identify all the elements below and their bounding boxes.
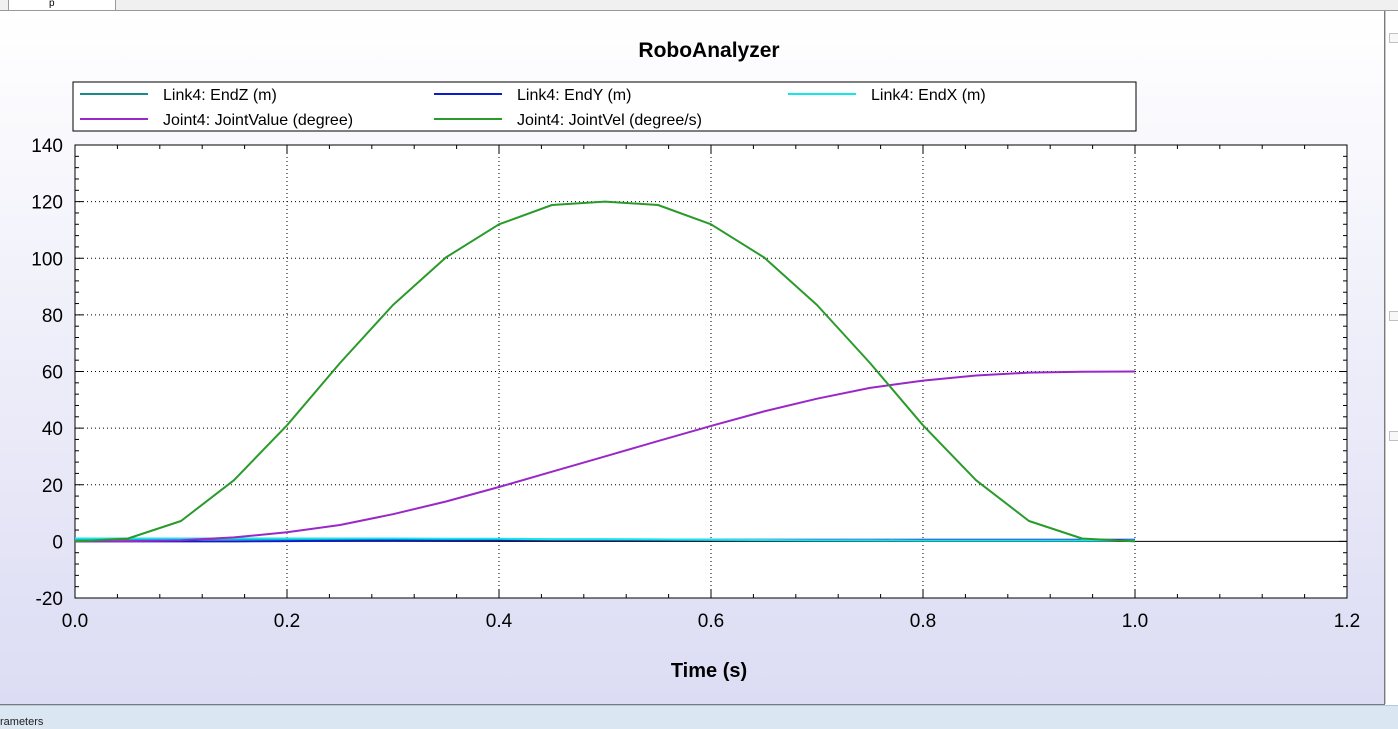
panel-handle: [1389, 431, 1398, 441]
x-tick-label: 0.2: [274, 611, 300, 632]
x-tick-label: 0.6: [698, 611, 724, 632]
y-tick-label: 100: [31, 249, 63, 270]
series-line-5: [74, 200, 1136, 543]
y-tick-label: 20: [42, 476, 63, 497]
tab-plot[interactable]: p: [8, 0, 116, 10]
legend-label: Joint4: JointValue (degree): [163, 112, 353, 129]
x-axis-label: Time (s): [671, 660, 747, 682]
axis-ticks: [74, 144, 1348, 599]
y-tick-label: 120: [31, 193, 63, 214]
y-tick-label: 140: [31, 136, 63, 157]
series-lines: [74, 200, 1136, 543]
panel-handle: [1389, 33, 1398, 43]
x-tick-labels: 0.0 0.2 0.4 0.6 0.8 1.0 1.2: [62, 611, 1360, 632]
series-line-3: [75, 537, 1135, 542]
chart-svg: RoboAnalyzer Link4: EndZ (m) Link4: EndY …: [31, 39, 1360, 682]
chart-legend: Link4: EndZ (m) Link4: EndY (m) Link4: End…: [72, 81, 1137, 132]
x-tick-label: 0.0: [62, 611, 88, 632]
y-tick-label: 0: [52, 532, 63, 553]
y-tick-label: 60: [42, 363, 63, 384]
legend-box: [72, 81, 1137, 132]
y-tick-label: -20: [36, 589, 63, 610]
series-line-4: [74, 370, 1136, 543]
legend-label: Link4: EndY (m): [517, 87, 631, 104]
x-tick-label: 0.4: [486, 611, 513, 632]
y-tick-labels: -20 0 20 40 60 80 100 120 140: [31, 136, 63, 610]
x-tick-label: 0.8: [910, 611, 936, 632]
chart-title: RoboAnalyzer: [638, 39, 779, 62]
x-tick-label: 1.0: [1122, 611, 1148, 632]
parameters-bar: rameters: [0, 705, 1398, 729]
legend-label: Link4: EndX (m): [871, 87, 986, 104]
x-tick-label: 1.2: [1334, 611, 1360, 632]
panel-handle: [1389, 311, 1398, 321]
legend-label: Link4: EndZ (m): [163, 87, 277, 104]
parameters-label: rameters: [0, 716, 44, 728]
tab-strip: p: [0, 0, 1398, 11]
chart-panel: RoboAnalyzer Link4: EndZ (m) Link4: EndY …: [0, 11, 1385, 705]
y-tick-label: 40: [42, 419, 63, 440]
y-tick-label: 80: [42, 306, 63, 327]
right-panel-edge: [1385, 11, 1398, 704]
legend-label: Joint4: JointVel (degree/s): [517, 112, 702, 129]
